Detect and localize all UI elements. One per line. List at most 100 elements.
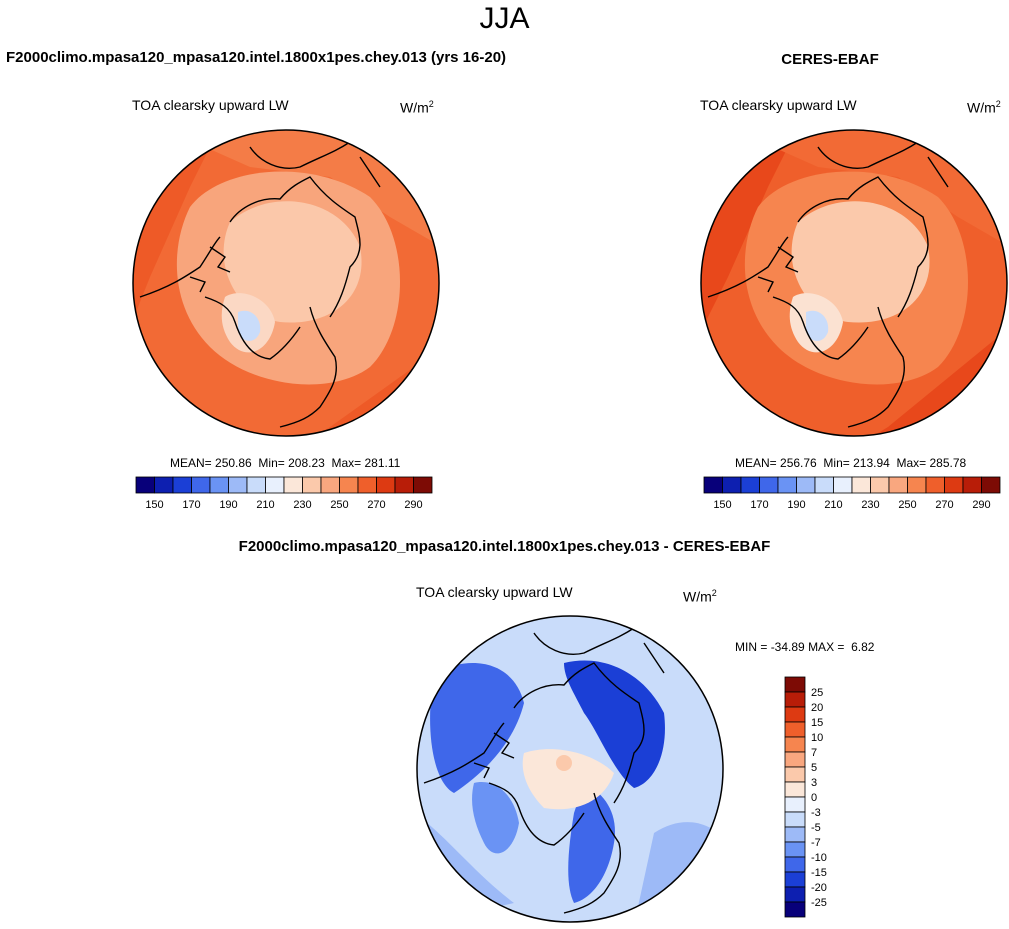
diff-stats: MIN = -34.89 MAX = 6.82 [735,640,875,654]
model-units-label: W/m2 [400,99,434,116]
colorbar-swatch [784,886,806,903]
colorbar-swatch [209,476,229,494]
obs-colorbar-labels: 150 170 190 210 230 250 270 290 [713,499,990,511]
colorbar-swatch [796,476,816,494]
colorbar-label: -20 [811,882,827,894]
colorbar-swatch [814,476,834,494]
colorbar-swatch [784,781,806,798]
colorbar-swatch [394,476,414,494]
diff-polar-map [416,615,724,923]
colorbar-label: -10 [811,852,827,864]
diff-variable-label: TOA clearsky upward LW [416,584,573,600]
colorbar-label: 250 [330,499,348,511]
colorbar-swatch [784,691,806,708]
colorbar-label: -15 [811,867,827,879]
season-title: JJA [479,2,530,35]
colorbar-label: 270 [367,499,385,511]
colorbar-swatch [907,476,927,494]
colorbar-label: 230 [293,499,311,511]
colorbar-swatch [246,476,266,494]
colorbar-swatch [228,476,248,494]
colorbar-swatch [784,841,806,858]
colorbar-swatch [784,856,806,873]
colorbar-label: 25 [811,687,823,699]
colorbar-label: 290 [972,499,990,511]
colorbar-swatch [703,476,723,494]
colorbar-swatch [784,706,806,723]
colorbar-swatch [784,826,806,843]
colorbar-label: 20 [811,702,823,714]
colorbar-label: 230 [861,499,879,511]
colorbar-label: 270 [935,499,953,511]
colorbar-swatch [784,751,806,768]
diff-panel-title: F2000climo.mpasa120_mpasa120.intel.1800x… [238,538,771,555]
colorbar-label: -7 [811,837,821,849]
colorbar-swatch [283,476,303,494]
colorbar-label: 10 [811,732,823,744]
colorbar-label: 170 [182,499,200,511]
colorbar-swatch [376,476,396,494]
diff-colorbar: 25 20 15 10 7 5 3 0 -3 -5 -7 -10 -15 -20 -25 [784,676,827,918]
colorbar-swatch [784,901,806,918]
colorbar-swatch [320,476,340,494]
colorbar-swatch [759,476,779,494]
obs-stats: MEAN= 256.76 Min= 213.94 Max= 285.78 [735,456,967,470]
diff-colorbar-swatches [784,676,806,918]
colorbar-swatch [302,476,322,494]
obs-polar-map [700,129,1008,437]
obs-colorbar-swatches [703,476,1001,494]
colorbar-swatch [870,476,890,494]
colorbar-swatch [413,476,433,494]
colorbar-swatch [784,676,806,693]
colorbar-label: 170 [750,499,768,511]
colorbar-swatch [833,476,853,494]
colorbar-swatch [339,476,359,494]
colorbar-swatch [981,476,1001,494]
colorbar-swatch [784,721,806,738]
colorbar-label: 210 [256,499,274,511]
colorbar-label: 7 [811,747,817,759]
colorbar-swatch [777,476,797,494]
colorbar-label: -5 [811,822,821,834]
colorbar-swatch [740,476,760,494]
colorbar-swatch [154,476,174,494]
colorbar-swatch [962,476,982,494]
obs-variable-label: TOA clearsky upward LW [700,97,857,113]
model-variable-label: TOA clearsky upward LW [132,97,289,113]
colorbar-label: 190 [787,499,805,511]
colorbar-label: 150 [145,499,163,511]
obs-units-label: W/m2 [967,99,1001,116]
obs-colorbar: 150 170 190 210 230 250 270 290 [703,476,1001,511]
model-colorbar-swatches [135,476,433,494]
colorbar-label: -3 [811,807,821,819]
colorbar-swatch [265,476,285,494]
colorbar-label: -25 [811,897,827,909]
model-panel-title: F2000climo.mpasa120_mpasa120.intel.1800x… [6,49,507,66]
colorbar-swatch [135,476,155,494]
colorbar-label: 15 [811,717,823,729]
model-colorbar: 150 170 190 210 230 250 270 290 [135,476,433,511]
obs-panel-title: CERES-EBAF [781,51,879,68]
colorbar-swatch [357,476,377,494]
colorbar-swatch [784,811,806,828]
colorbar-label: 150 [713,499,731,511]
colorbar-swatch [851,476,871,494]
colorbar-swatch [944,476,964,494]
colorbar-label: 0 [811,792,817,804]
colorbar-swatch [784,871,806,888]
model-polar-map [132,129,440,437]
colorbar-label: 5 [811,762,817,774]
colorbar-label: 250 [898,499,916,511]
colorbar-swatch [172,476,192,494]
colorbar-swatch [191,476,211,494]
diff-colorbar-labels: 25 20 15 10 7 5 3 0 -3 -5 -7 -10 -15 -20 -25 [811,687,827,909]
model-stats: MEAN= 250.86 Min= 208.23 Max= 281.11 [170,456,401,470]
colorbar-label: 290 [404,499,422,511]
model-colorbar-labels: 150 170 190 210 230 250 270 290 [145,499,422,511]
colorbar-label: 3 [811,777,817,789]
diff-units-label: W/m2 [683,588,717,605]
colorbar-swatch [784,796,806,813]
colorbar-swatch [784,736,806,753]
colorbar-swatch [925,476,945,494]
colorbar-swatch [888,476,908,494]
